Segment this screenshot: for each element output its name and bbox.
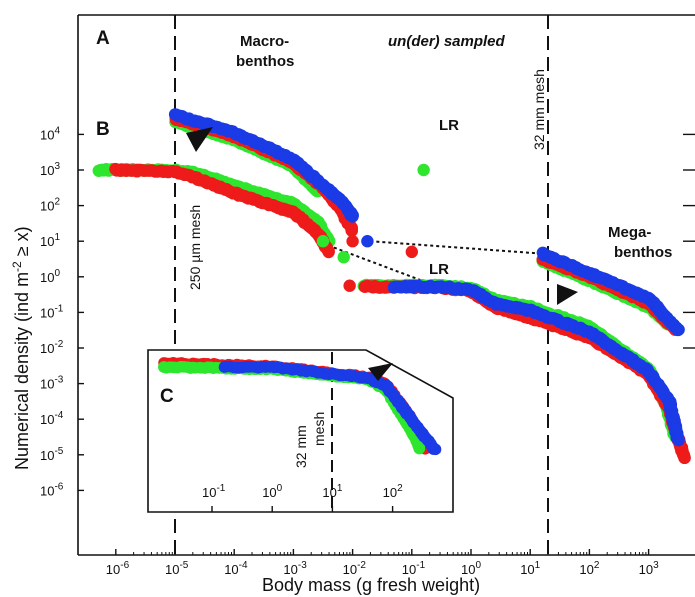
isolated-point xyxy=(337,251,350,264)
x-tick-labels: 10-6 10-5 10-4 10-3 10-2 10-1 100 101 102 103 xyxy=(106,549,659,577)
y-tick-exponent: 1 xyxy=(54,232,60,243)
x-tick-label: 102 xyxy=(579,560,599,577)
isolated-point xyxy=(361,235,374,248)
y-tick-exponent: -1 xyxy=(54,303,63,314)
x-tick-label: 10-5 xyxy=(165,560,189,577)
inset-x-tick-exponent: 0 xyxy=(277,483,283,494)
undersampled-label: un(der) sampled xyxy=(388,33,506,50)
isolated-point xyxy=(405,245,418,259)
inset-arrowhead xyxy=(368,363,393,381)
y-tick-label: 10-3 xyxy=(40,375,64,392)
y-tick-label: 10-2 xyxy=(40,339,64,356)
y-tick-exponent: 2 xyxy=(54,197,60,208)
y-tick-label: 101 xyxy=(40,232,60,249)
inset-x-tick-exponent: 2 xyxy=(397,483,403,494)
y-tick-exponent: 0 xyxy=(54,268,60,279)
isolated-point xyxy=(316,235,330,248)
isolated-point xyxy=(417,163,430,177)
y-tick-label: 10-6 xyxy=(40,481,64,498)
megabenthos-label-2: benthos xyxy=(614,244,672,261)
lr-label-b: LR xyxy=(429,261,449,278)
y-tick-exponent: -4 xyxy=(54,410,63,421)
series-a-point xyxy=(346,210,359,223)
x-tick-label: 10-6 xyxy=(106,560,130,577)
mesh-250um-label: 250 µm mesh xyxy=(187,205,203,290)
inset-x-tick-exponent: -1 xyxy=(216,483,225,494)
y-tick-label: 10-4 xyxy=(40,410,64,427)
x-tick-exponent: -2 xyxy=(357,560,366,571)
y-axis-label-tail: ≥ x) xyxy=(12,226,32,261)
y-tick-label: 10-1 xyxy=(40,303,64,320)
x-tick-label: 103 xyxy=(639,560,659,577)
y-tick-exponent: 3 xyxy=(54,161,60,172)
inset-mesh-label-2: mesh xyxy=(311,412,327,446)
mesh-32mm-label: 32 mm mesh xyxy=(531,69,547,150)
right-tick-marks xyxy=(683,133,695,349)
x-tick-exponent: 3 xyxy=(653,560,659,571)
inset-point xyxy=(413,442,426,455)
y-tick-label: 100 xyxy=(40,268,60,285)
x-tick-exponent: -6 xyxy=(120,560,129,571)
y-axis-label-main: Numerical density (ind m xyxy=(12,272,32,470)
isolated-point xyxy=(346,235,359,248)
inset-mesh-label-1: 32 mm xyxy=(293,425,309,468)
series-a-point xyxy=(345,224,358,237)
macrobenthos-label-2: benthos xyxy=(236,53,294,70)
y-tick-label: 102 xyxy=(40,197,60,214)
x-tick-exponent: -4 xyxy=(239,560,248,571)
series-b-point xyxy=(678,451,691,465)
x-tick-exponent: 1 xyxy=(535,560,541,571)
series-b-point xyxy=(672,433,685,447)
inset-x-tick-exponent: 1 xyxy=(337,483,343,494)
x-tick-exponent: 2 xyxy=(594,560,600,571)
series-b-point xyxy=(322,245,335,259)
y-axis-label: Numerical density (ind m-2 ≥ x) xyxy=(10,226,32,470)
x-tick-exponent: 0 xyxy=(475,560,481,571)
inset-x-tick-labels: 10-1 100 101 102 xyxy=(202,483,403,512)
panel-label-b: B xyxy=(96,119,110,140)
y-tick-label: 103 xyxy=(40,161,60,178)
macrobenthos-label-1: Macro- xyxy=(240,33,289,50)
inset-point xyxy=(429,443,442,456)
panel-label-a: A xyxy=(96,28,110,49)
y-tick-exponent: -3 xyxy=(54,375,63,386)
x-tick-exponent: -3 xyxy=(298,560,307,571)
megabenthos-label-1: Mega- xyxy=(608,224,651,241)
x-axis-label: Body mass (g fresh weight) xyxy=(262,575,480,595)
inset-data-points xyxy=(158,356,442,456)
arrowhead-b-right xyxy=(557,284,578,305)
lr-label-a: LR xyxy=(439,117,459,134)
x-tick-exponent: -1 xyxy=(416,560,425,571)
isolated-point xyxy=(343,279,356,292)
y-tick-label: 10-5 xyxy=(40,446,64,463)
y-axis-label-sup: -2 xyxy=(10,261,24,272)
y-tick-exponent: -2 xyxy=(54,339,63,350)
axes xyxy=(77,14,695,556)
data-points xyxy=(92,108,691,465)
panel-label-c: C xyxy=(160,386,174,407)
arrowhead-b-left xyxy=(186,127,213,152)
inset-c: 10-1 100 101 102 C 32 mm mesh xyxy=(147,349,454,513)
x-tick-label: 10-4 xyxy=(224,560,248,577)
y-tick-exponent: -6 xyxy=(54,481,63,492)
y-tick-exponent: -5 xyxy=(54,446,63,457)
y-tick-label: 104 xyxy=(40,125,60,142)
trend-line-a xyxy=(370,240,543,255)
x-tick-exponent: -5 xyxy=(179,560,188,571)
y-tick-exponent: 4 xyxy=(54,125,60,136)
trend-lines xyxy=(316,240,543,287)
series-a-point xyxy=(672,323,685,336)
x-tick-label: 101 xyxy=(520,560,540,577)
